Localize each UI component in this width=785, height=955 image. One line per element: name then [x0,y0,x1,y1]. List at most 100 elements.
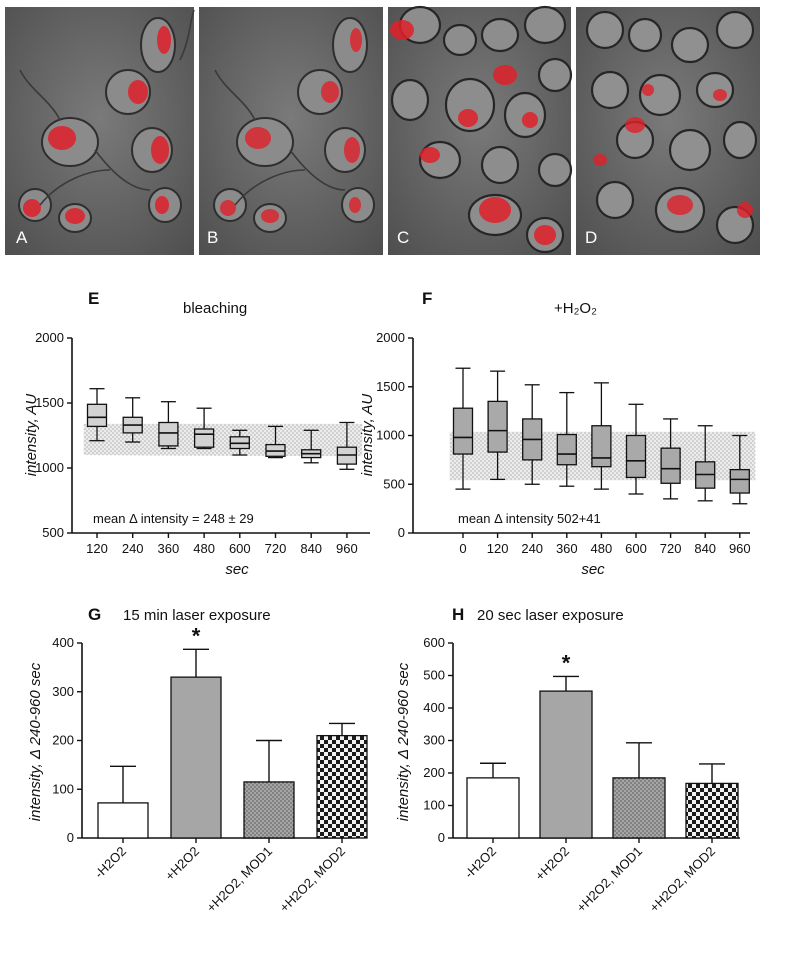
box-iqr [193,428,215,448]
y-tick-label: 400 [423,700,445,715]
box-840 [695,425,716,502]
panel-title-G: 15 min laser exposure [123,607,271,624]
x-tick-label: 360 [556,541,578,556]
panel-F: F +H₂O₂ intensity, AU sec 0 500 1000 1500 20… [359,289,756,578]
box-720 [660,418,681,500]
box-720 [265,425,286,459]
bar--H2O2 [97,802,149,839]
x-tick-label: 720 [265,541,287,556]
y-tick-label: 0 [67,830,74,845]
significance-star: * [562,650,571,675]
bar-+H2O2 [170,676,222,839]
box-120 [487,370,508,481]
panel-G: G 15 min laser exposure intensity, Δ 240… [27,605,368,916]
y-tick-label: 200 [52,733,74,748]
micrograph-D: D [576,7,760,255]
x-tick-label: 480 [591,541,613,556]
mean-annotation-E: mean Δ intensity = 248 ± 29 [93,511,254,526]
panel-E: E bleaching intensity, AU sec 500 1000 150… [23,289,370,578]
y-tick-label: 2000 [376,330,405,345]
x-tick-label: 0 [459,541,466,556]
x-tick-label: +H2O2, MOD2 [646,844,718,916]
y-tick-label: 400 [52,635,74,650]
panel-letter-E: E [88,289,99,308]
box-iqr [556,433,577,466]
micrograph-letter-B: B [207,228,218,247]
panel-title-F: +H₂O₂ [554,300,597,317]
y-tick-label: 500 [423,668,445,683]
bar-+H2O2, MOD2 [316,734,368,839]
box-iqr [158,421,179,447]
x-tick-label: 600 [229,541,251,556]
bar-+H2O2 [539,690,593,839]
box-iqr [625,434,647,479]
box-iqr [729,468,750,494]
x-tick-label: -H2O2 [461,844,499,882]
y-tick-label: 600 [423,635,445,650]
y-tick-label: 500 [383,476,405,491]
x-tick-label: 960 [729,541,751,556]
boxplot-E: 500 1000 1500 2000 120 240 360 480 600 720 840 960 [35,330,370,556]
box-480 [591,382,612,490]
y-axis-title-H: intensity, Δ 240-960 sec [395,662,412,821]
y-tick-label: 1000 [376,428,405,443]
x-axis-title-E: sec [225,561,249,578]
box-960 [336,421,358,470]
micrograph-A: A [5,7,195,255]
box-240 [122,397,143,443]
y-tick-label: 2000 [35,330,64,345]
x-tick-label: 240 [122,541,144,556]
box-iqr [591,425,612,468]
box-600 [229,429,250,456]
box-360 [556,391,577,487]
box-480 [193,407,215,450]
micrograph-B: B [199,7,383,255]
x-axis-title-F: sec [581,561,605,578]
panel-letter-H: H [452,605,464,624]
y-tick-label: 300 [423,733,445,748]
x-tick-label: 840 [694,541,716,556]
x-tick-label: +H2O2, MOD1 [573,844,645,916]
x-tick-label: -H2O2 [91,844,129,882]
box-960 [729,434,750,505]
micrograph-letter-C: C [397,228,409,247]
x-tick-label: 120 [86,541,108,556]
panel-H: H 20 sec laser exposure intensity, Δ 240… [395,605,740,915]
x-tick-label: 120 [487,541,509,556]
box-0 [452,367,474,490]
box-iqr [86,403,108,428]
y-tick-label: 300 [52,684,74,699]
mean-annotation-F: mean Δ intensity 502+41 [458,511,601,526]
panel-title-H: 20 sec laser exposure [477,607,624,624]
micrograph-letter-D: D [585,228,597,247]
box-iqr [487,400,508,453]
panel-letter-G: G [88,605,101,624]
y-tick-label: 1500 [376,379,405,394]
boxplot-F: 0 500 1000 1500 2000 0 120 240 360 480 600 720 840 96… [376,330,756,556]
x-tick-label: +H2O2, MOD1 [203,844,275,916]
y-tick-label: 0 [438,830,445,845]
box-120 [86,388,108,442]
x-tick-label: 960 [336,541,358,556]
y-tick-label: 200 [423,765,445,780]
barchart-G: 0 100 200 300 400 -H2O2 * +H2O2 +H2O2, MOD1 +H2O2… [52,623,368,916]
micrograph-letter-A: A [16,228,28,247]
bar-+H2O2, MOD1 [612,777,666,839]
micrograph-C: C [388,5,573,255]
box-iqr [452,407,474,455]
x-tick-label: 600 [625,541,647,556]
y-tick-label: 100 [52,781,74,796]
x-tick-label: +H2O2, MOD2 [276,844,348,916]
y-tick-label: 1500 [35,395,64,410]
y-tick-label: 100 [423,798,445,813]
x-tick-label: +H2O2 [162,844,202,884]
y-axis-title-G: intensity, Δ 240-960 sec [27,662,44,821]
x-tick-label: 360 [158,541,180,556]
y-axis-title-E: intensity, AU [23,394,40,477]
bar--H2O2 [466,777,520,839]
bar-+H2O2, MOD1 [243,781,295,839]
x-tick-label: 480 [193,541,215,556]
bar-+H2O2, MOD2 [685,782,739,839]
